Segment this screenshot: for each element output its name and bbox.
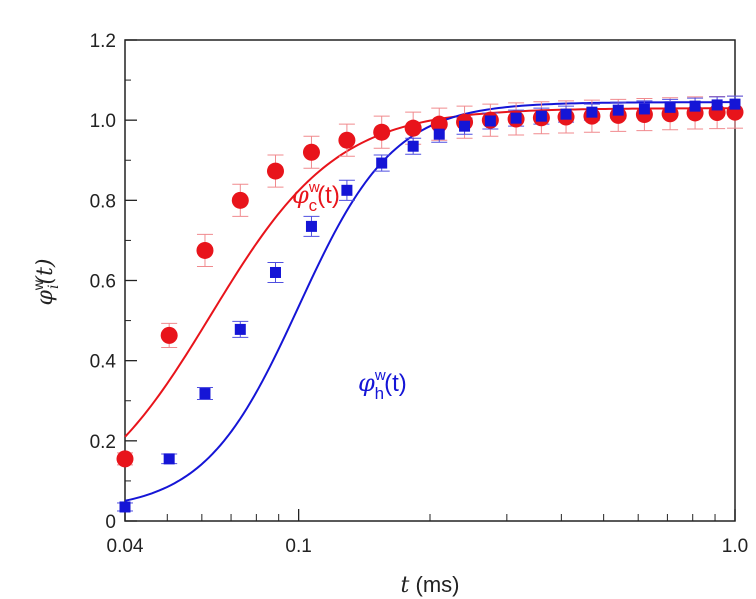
y-tick-label: 0.8 (90, 191, 116, 212)
data-point-h (664, 101, 676, 113)
series-c-sym: φ (292, 181, 309, 209)
series-h-sym: φ (358, 369, 375, 397)
y-tick-label: 0.6 (90, 272, 116, 293)
series-c-sub: c (309, 196, 318, 215)
data-point-h (199, 388, 211, 400)
fit-line-h (124, 101, 735, 502)
x-tick-label: 1.0 (722, 536, 748, 557)
y-axis-sup: w (30, 279, 46, 291)
x-axis-var: t (401, 573, 410, 598)
y-tick-label: 1.0 (90, 111, 116, 132)
y-axis-sub: i (46, 285, 62, 289)
data-point-h (711, 99, 723, 111)
x-tick-label: 0.1 (285, 536, 311, 557)
data-point-c (373, 123, 391, 141)
data-point-c (160, 326, 178, 344)
x-axis-unit: (ms) (409, 572, 459, 597)
data-point-h (305, 220, 317, 232)
y-tick-label: 1.2 (90, 31, 116, 52)
series-h-arg: (t) (384, 370, 407, 397)
data-point-c (338, 131, 356, 149)
series-h-sup: w (374, 367, 386, 384)
data-point-c (231, 191, 249, 209)
x-tick-label: 0.04 (107, 536, 144, 557)
data-point-h (433, 128, 445, 140)
data-point-h (510, 112, 522, 124)
data-point-h (612, 104, 624, 116)
data-point-h (484, 115, 496, 127)
data-point-c (302, 143, 320, 161)
data-point-c (116, 450, 134, 468)
data-points (116, 98, 744, 513)
y-tick-label: 0.2 (90, 432, 116, 453)
data-point-h (163, 453, 175, 465)
data-point-h (638, 103, 650, 115)
error-bars (117, 95, 743, 512)
data-point-h (376, 157, 388, 169)
series-h-sub: h (375, 384, 384, 403)
y-tick-label: 0.4 (90, 352, 117, 373)
y-axis-title: φwi(t) (30, 258, 62, 305)
data-point-h (689, 100, 701, 112)
series-c-arg: (t) (317, 182, 340, 209)
series-c-sup: w (308, 179, 320, 196)
data-point-h (535, 110, 547, 122)
data-point-h (341, 184, 353, 196)
data-point-h (729, 98, 741, 110)
fit-curves (124, 101, 736, 502)
axis-tick-labels: 0.04 0.1 1.0 0 0.2 0.4 0.6 0.8 1.0 1.2 (90, 31, 749, 557)
y-axis-sym: φ (33, 290, 58, 306)
data-point-h (234, 323, 246, 335)
x-axis-title: t (ms) (401, 572, 460, 598)
data-point-c (430, 115, 448, 133)
data-point-c (196, 241, 214, 259)
data-point-h (269, 266, 281, 278)
series-c-label: φw c(t) (292, 179, 340, 215)
fit-line-c (124, 107, 736, 438)
data-point-h (459, 120, 471, 132)
data-point-c (404, 119, 422, 137)
data-point-c (266, 162, 284, 180)
y-axis-arg: (t) (33, 258, 58, 284)
axis-ticks (124, 39, 736, 522)
data-point-h (586, 106, 598, 118)
series-h-label: φw h(t) (358, 367, 407, 403)
data-point-h (119, 501, 131, 513)
y-tick-label: 0 (105, 512, 116, 533)
data-point-h (560, 108, 572, 120)
data-point-h (407, 140, 419, 152)
